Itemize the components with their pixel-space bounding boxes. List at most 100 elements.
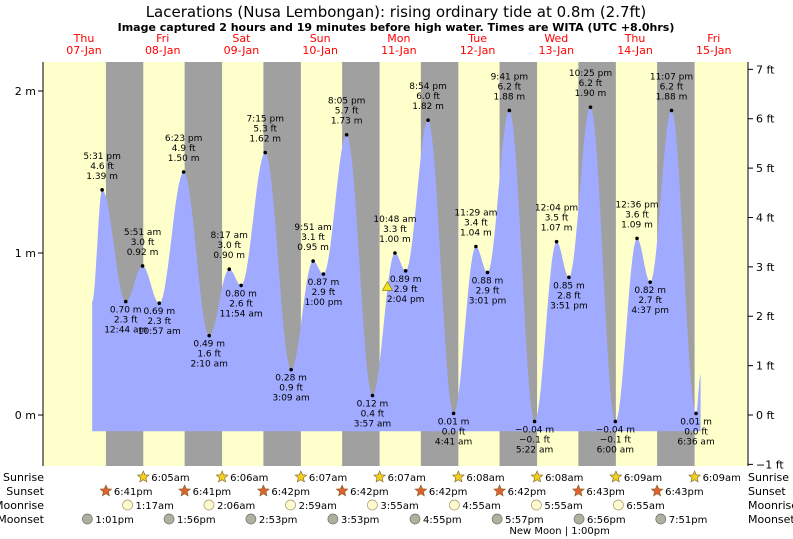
extreme-label: 0.28 m (275, 374, 307, 384)
extreme-label: 0.82 m (634, 286, 666, 296)
sunrise-icon (136, 470, 150, 483)
sunset-icon (571, 484, 585, 497)
moonrise-icon (367, 499, 378, 511)
extreme-label: 0.4 ft (361, 410, 385, 420)
extreme-label: −0.1 ft (600, 435, 632, 445)
extreme-label: 10:25 pm (569, 69, 612, 79)
row-label-left: Moonset (0, 513, 45, 526)
extreme-label: 0.0 ft (442, 427, 466, 437)
extreme-point (181, 170, 186, 174)
tide-area (92, 107, 701, 432)
sunset-time: 6:41pm (193, 487, 232, 498)
left-axis-tick-label: 0 m (15, 409, 36, 422)
extreme-label: 3.6 ft (625, 210, 649, 220)
day-label-dow: Tue (467, 32, 487, 45)
extreme-point (648, 280, 652, 284)
sunrise-time: 6:06am (230, 473, 268, 484)
extreme-label: 3.3 ft (383, 225, 407, 235)
extreme-label: 3.0 ft (217, 241, 241, 251)
day-label-date: 11-Jan (381, 44, 417, 57)
extreme-label: 0.90 m (213, 251, 245, 261)
extreme-label: 5.7 ft (335, 107, 359, 117)
extreme-label: 0.88 m (472, 276, 504, 286)
extreme-label: 11:07 pm (650, 72, 693, 82)
tide-curve (92, 107, 701, 432)
moonset-time: 6:56pm (587, 515, 626, 526)
extreme-label: 0.87 m (308, 278, 340, 288)
moonset-time: 2:53pm (259, 515, 298, 526)
row-label-left: Sunset (6, 485, 44, 498)
day-label-date: 14-Jan (617, 44, 653, 57)
extreme-label: 2.7 ft (638, 296, 662, 306)
extreme-point (554, 239, 559, 244)
sunrise-time: 6:09am (624, 473, 662, 484)
extreme-label: 3.0 ft (131, 238, 155, 248)
extreme-label: 1.90 m (575, 89, 607, 99)
chart-title: Lacerations (Nusa Lembongan): rising ord… (146, 3, 647, 21)
day-label-dow: Sun (310, 32, 331, 45)
sunset-time: 6:43pm (586, 487, 625, 498)
extreme-label: 4.9 ft (172, 144, 196, 154)
sunrise-time: 6:09am (703, 473, 741, 484)
day-label-date: 12-Jan (460, 44, 496, 57)
extreme-point (344, 132, 349, 137)
extreme-point (567, 275, 571, 280)
day-label-dow: Wed (544, 32, 568, 45)
moonrise-icon (122, 499, 133, 511)
extreme-point (613, 419, 618, 424)
sun-moon-events: SunriseSunriseSunsetSunsetMoonriseMoonri… (0, 470, 793, 537)
extreme-point (263, 150, 268, 155)
extreme-label: 5.3 ft (253, 125, 277, 135)
extreme-label: 5:51 am (124, 228, 161, 238)
extreme-point (123, 299, 128, 304)
extreme-label: 6.2 ft (660, 82, 684, 92)
sunset-icon (493, 484, 507, 497)
sunrise-time: 6:08am (545, 473, 583, 484)
row-label-left: Moonrise (0, 499, 44, 512)
extreme-label: −0.1 ft (519, 435, 551, 445)
moonset-time: 1:01pm (95, 515, 134, 526)
extreme-point (207, 333, 211, 338)
day-label-dow: Sat (232, 32, 251, 45)
day-label-dow: Fri (707, 32, 720, 45)
day-label-dow: Thu (73, 32, 95, 45)
right-axis-tick-label: 0 ft (756, 409, 775, 422)
extreme-label: 12:44 am (104, 326, 147, 336)
sunset-icon (414, 484, 428, 497)
row-label-right: Moonset (748, 513, 793, 526)
extreme-label: 6:36 am (677, 437, 714, 447)
extreme-label: 11:29 am (454, 209, 497, 219)
axes: 0 m 1 m 2 m −1 ft 0 ft 1 ft 2 ft 3 ft 4 ft 5 ft 6 … (15, 62, 784, 471)
extreme-point (239, 283, 243, 288)
sunrise-time: 6:07am (309, 473, 347, 484)
moonset-time: 1:56pm (177, 515, 216, 526)
extreme-label: 9:41 pm (491, 72, 529, 82)
extreme-label: 6.2 ft (497, 82, 521, 92)
extreme-point (635, 236, 639, 241)
extreme-label: 6.0 ft (416, 92, 440, 102)
moonrise-time: 4:55am (462, 501, 500, 512)
sunset-icon (650, 484, 664, 497)
moonset-icon (245, 513, 257, 525)
extreme-label: 2.8 ft (557, 291, 581, 301)
moonrise-time: 6:55am (626, 501, 664, 512)
extreme-label: 2:04 pm (387, 295, 425, 305)
extreme-point (311, 259, 315, 263)
extreme-label: 3.4 ft (464, 219, 488, 229)
sunrise-time: 6:05am (151, 473, 189, 484)
extreme-point (669, 108, 674, 113)
extreme-label: 3.5 ft (545, 214, 569, 224)
extreme-label: 0.69 m (143, 307, 175, 317)
extreme-label: 4:41 am (435, 437, 472, 447)
moonrise-icon (285, 499, 296, 511)
extreme-label: 2.9 ft (312, 288, 336, 298)
right-axis-tick-label: 6 ft (756, 113, 775, 126)
extreme-label: 0.01 m (680, 417, 712, 427)
moonrise-time: 1:17am (136, 501, 174, 512)
extreme-point (507, 108, 512, 113)
sunrise-icon (294, 470, 308, 483)
extreme-label: 1.73 m (331, 117, 363, 127)
extreme-label: 5:22 am (516, 445, 553, 455)
day-label-dow: Mon (387, 32, 410, 45)
day-label-date: 09-Jan (224, 44, 260, 57)
